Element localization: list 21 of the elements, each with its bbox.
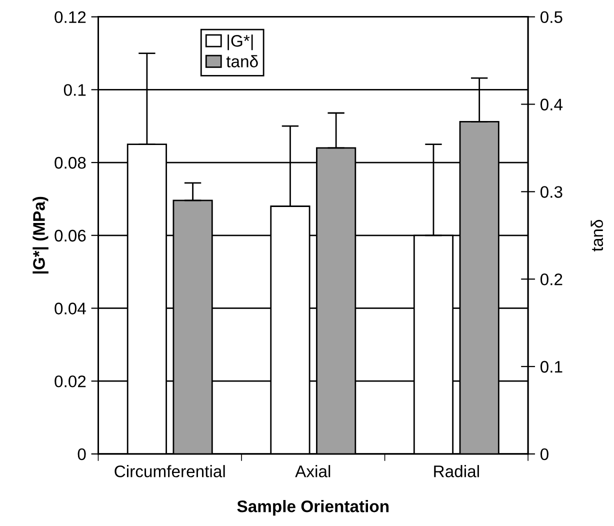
y-axis-title: |G*| (MPa): [32, 196, 48, 274]
y2-tick-label: 0.1: [540, 360, 562, 373]
x-tick-label: Circumferential: [114, 465, 225, 478]
y2-axis-title: tanδ: [590, 220, 604, 252]
x-tick-label: Axial: [295, 465, 330, 478]
y-tick-label: 0.02: [54, 375, 86, 388]
x-tick-label: Radial: [434, 465, 479, 478]
y2-tick-label: 0.5: [540, 11, 562, 24]
legend-label: |G*|: [228, 34, 253, 50]
y-tick-label: 0.1: [64, 84, 86, 96]
x-axis-title: Sample Orientation: [237, 500, 389, 516]
y-tick-label: 0.04: [54, 302, 86, 314]
y2-tick-label: 0.2: [540, 273, 562, 286]
y-tick-label: 0.06: [54, 230, 86, 242]
y-tick-label: 0.08: [54, 156, 86, 169]
y2-tick-label: 0.4: [540, 98, 563, 110]
y2-tick-label: 0.3: [540, 186, 562, 198]
y-tick-label: 0: [78, 448, 86, 460]
y-tick-label: 0.12: [54, 11, 86, 24]
legend-label: tanδ: [226, 55, 258, 68]
y2-tick-label: 0: [540, 448, 548, 460]
